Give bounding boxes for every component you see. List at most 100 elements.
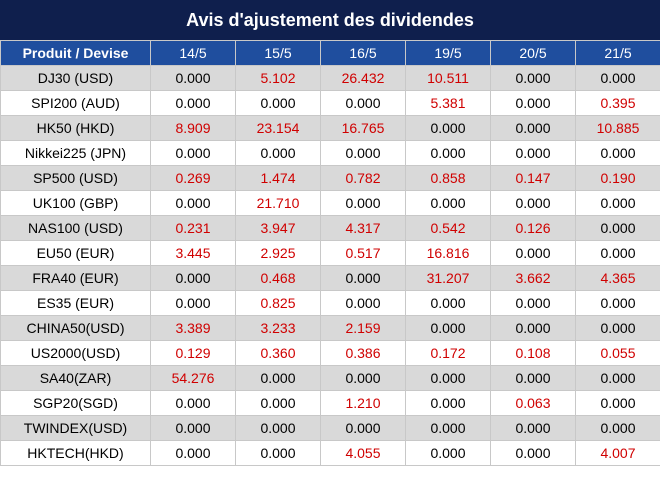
column-header-date: 14/5 <box>150 40 236 66</box>
value-cell: 0.000 <box>490 240 576 266</box>
value-cell: 0.000 <box>490 65 576 91</box>
table-row: SP500 (USD) 0.269 1.474 0.782 0.858 0.147 0.19… <box>0 165 660 191</box>
table-row: Nikkei225 (JPN) 0.000 0.000 0.000 0.000 0.000… <box>0 140 660 166</box>
value-cell: 23.154 <box>235 115 321 141</box>
value-cell: 26.432 <box>320 65 406 91</box>
table-row: NAS100 (USD) 0.231 3.947 4.317 0.542 0.126 0.0… <box>0 215 660 241</box>
table-row: FRA40 (EUR) 0.000 0.468 0.000 31.207 3.662 4.3… <box>0 265 660 291</box>
value-cell: 0.000 <box>490 140 576 166</box>
value-cell: 0.000 <box>320 415 406 441</box>
product-cell: UK100 (GBP) <box>0 190 151 216</box>
value-cell: 0.000 <box>235 440 321 466</box>
value-cell: 0.000 <box>490 440 576 466</box>
value-cell: 0.000 <box>405 115 491 141</box>
column-header-date: 16/5 <box>320 40 406 66</box>
value-cell: 3.662 <box>490 265 576 291</box>
value-cell: 0.000 <box>150 290 236 316</box>
product-cell: HK50 (HKD) <box>0 115 151 141</box>
value-cell: 0.386 <box>320 340 406 366</box>
value-cell: 0.269 <box>150 165 236 191</box>
product-cell: CHINA50(USD) <box>0 315 151 341</box>
table-row: CHINA50(USD) 3.389 3.233 2.159 0.000 0.000 0.0… <box>0 315 660 341</box>
value-cell: 10.885 <box>575 115 660 141</box>
value-cell: 0.108 <box>490 340 576 366</box>
value-cell: 10.511 <box>405 65 491 91</box>
value-cell: 0.000 <box>150 415 236 441</box>
value-cell: 0.000 <box>235 90 321 116</box>
value-cell: 0.055 <box>575 340 660 366</box>
value-cell: 0.000 <box>405 290 491 316</box>
value-cell: 0.000 <box>490 115 576 141</box>
value-cell: 0.858 <box>405 165 491 191</box>
product-cell: FRA40 (EUR) <box>0 265 151 291</box>
value-cell: 0.000 <box>490 315 576 341</box>
value-cell: 0.000 <box>405 440 491 466</box>
product-cell: NAS100 (USD) <box>0 215 151 241</box>
value-cell: 3.445 <box>150 240 236 266</box>
value-cell: 0.000 <box>490 290 576 316</box>
column-header-date: 21/5 <box>575 40 660 66</box>
value-cell: 1.474 <box>235 165 321 191</box>
value-cell: 0.782 <box>320 165 406 191</box>
value-cell: 0.468 <box>235 265 321 291</box>
value-cell: 0.000 <box>150 190 236 216</box>
value-cell: 0.000 <box>150 390 236 416</box>
value-cell: 4.365 <box>575 265 660 291</box>
value-cell: 5.381 <box>405 90 491 116</box>
value-cell: 0.000 <box>405 140 491 166</box>
table-row: ES35 (EUR) 0.000 0.825 0.000 0.000 0.000 0.000 <box>0 290 660 316</box>
table-row: EU50 (EUR) 3.445 2.925 0.517 16.816 0.000 0.00… <box>0 240 660 266</box>
value-cell: 0.000 <box>150 265 236 291</box>
value-cell: 0.000 <box>575 290 660 316</box>
value-cell: 0.000 <box>405 315 491 341</box>
value-cell: 0.126 <box>490 215 576 241</box>
column-header-date: 19/5 <box>405 40 491 66</box>
column-header-date: 20/5 <box>490 40 576 66</box>
value-cell: 0.542 <box>405 215 491 241</box>
table-row: US2000(USD) 0.129 0.360 0.386 0.172 0.108 0.05… <box>0 340 660 366</box>
value-cell: 0.000 <box>235 415 321 441</box>
value-cell: 0.000 <box>150 90 236 116</box>
value-cell: 1.210 <box>320 390 406 416</box>
value-cell: 0.000 <box>320 190 406 216</box>
product-cell: SA40(ZAR) <box>0 365 151 391</box>
value-cell: 0.825 <box>235 290 321 316</box>
value-cell: 0.000 <box>490 190 576 216</box>
product-cell: Nikkei225 (JPN) <box>0 140 151 166</box>
value-cell: 0.000 <box>320 290 406 316</box>
table-row: HK50 (HKD) 8.909 23.154 16.765 0.000 0.000 10.… <box>0 115 660 141</box>
value-cell: 3.233 <box>235 315 321 341</box>
product-cell: ES35 (EUR) <box>0 290 151 316</box>
value-cell: 0.000 <box>405 415 491 441</box>
product-cell: SPI200 (AUD) <box>0 90 151 116</box>
value-cell: 0.000 <box>575 365 660 391</box>
table-row: TWINDEX(USD) 0.000 0.000 0.000 0.000 0.000 0.0… <box>0 415 660 441</box>
value-cell: 0.190 <box>575 165 660 191</box>
value-cell: 0.000 <box>575 190 660 216</box>
value-cell: 8.909 <box>150 115 236 141</box>
value-cell: 4.317 <box>320 215 406 241</box>
column-header-date: 15/5 <box>235 40 321 66</box>
table-row: SPI200 (AUD) 0.000 0.000 0.000 5.381 0.000 0.3… <box>0 90 660 116</box>
column-header-product: Produit / Devise <box>0 40 151 66</box>
value-cell: 0.000 <box>150 65 236 91</box>
value-cell: 0.517 <box>320 240 406 266</box>
value-cell: 0.000 <box>235 365 321 391</box>
value-cell: 0.129 <box>150 340 236 366</box>
table-row: DJ30 (USD) 0.000 5.102 26.432 10.511 0.000 0.0… <box>0 65 660 91</box>
value-cell: 16.765 <box>320 115 406 141</box>
value-cell: 0.000 <box>575 140 660 166</box>
value-cell: 0.000 <box>405 365 491 391</box>
value-cell: 21.710 <box>235 190 321 216</box>
value-cell: 0.147 <box>490 165 576 191</box>
value-cell: 31.207 <box>405 265 491 291</box>
product-cell: HKTECH(HKD) <box>0 440 151 466</box>
value-cell: 0.000 <box>490 90 576 116</box>
product-cell: DJ30 (USD) <box>0 65 151 91</box>
value-cell: 2.925 <box>235 240 321 266</box>
value-cell: 0.000 <box>490 415 576 441</box>
value-cell: 54.276 <box>150 365 236 391</box>
table-row: HKTECH(HKD) 0.000 0.000 4.055 0.000 0.000 4.00… <box>0 440 660 466</box>
table-row: UK100 (GBP) 0.000 21.710 0.000 0.000 0.000 0.0… <box>0 190 660 216</box>
value-cell: 0.231 <box>150 215 236 241</box>
